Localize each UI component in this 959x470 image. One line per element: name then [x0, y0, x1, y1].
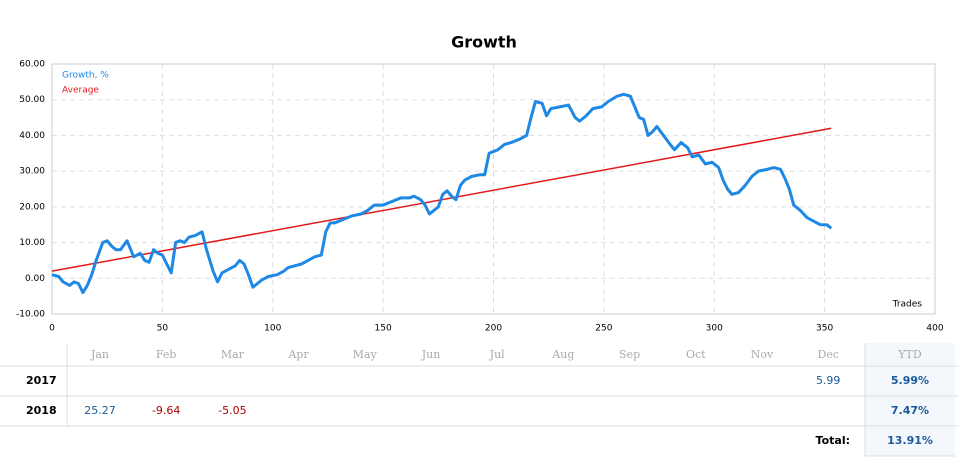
- x-tick-label: 300: [706, 324, 723, 334]
- y-tick-label: 30.00: [19, 167, 45, 177]
- column-header: YTD: [897, 348, 922, 361]
- column-header: Mar: [221, 348, 245, 361]
- ytd-value: 7.47%: [891, 404, 929, 417]
- row-year: 2018: [26, 404, 57, 417]
- legend-label: Average: [62, 86, 99, 96]
- x-tick-label: 350: [816, 324, 833, 334]
- month-value: 5.99: [816, 374, 841, 387]
- y-tick-label: -10.00: [16, 310, 45, 320]
- column-header: Oct: [686, 348, 706, 361]
- x-tick-label: 150: [375, 324, 392, 334]
- x-tick-label: 250: [595, 324, 612, 334]
- column-header: Sep: [619, 348, 640, 361]
- y-tick-label: 10.00: [19, 238, 45, 248]
- month-value: 25.27: [84, 404, 116, 417]
- month-value: -9.64: [152, 404, 180, 417]
- column-header: Feb: [156, 348, 177, 361]
- x-tick-label: 0: [49, 324, 55, 334]
- column-header: May: [353, 348, 378, 361]
- series-line: [51, 92, 833, 295]
- column-header: Jun: [421, 348, 441, 361]
- column-header: Aug: [551, 348, 574, 361]
- y-tick-label: 60.00: [19, 60, 45, 70]
- x-tick-label: 200: [485, 324, 502, 334]
- column-header: Jul: [489, 348, 505, 361]
- ytd-value: 5.99%: [891, 374, 929, 387]
- column-header: Dec: [817, 348, 839, 361]
- legend-label: Growth, %: [62, 71, 109, 81]
- x-tick-label: 400: [926, 324, 943, 334]
- total-label: Total:: [816, 434, 850, 447]
- month-value: -5.05: [218, 404, 246, 417]
- chart-title: Growth: [451, 33, 517, 52]
- y-tick-label: 50.00: [19, 95, 45, 105]
- y-tick-label: 40.00: [19, 131, 45, 141]
- total-value: 13.91%: [887, 434, 933, 447]
- x-tick-label: 50: [157, 324, 169, 334]
- row-year: 2017: [26, 374, 57, 387]
- y-tick-label: 0.00: [25, 274, 45, 284]
- x-tick-label: 100: [264, 324, 281, 334]
- total-row: [67, 426, 957, 456]
- column-header: Apr: [287, 348, 309, 361]
- column-header: Nov: [751, 348, 774, 361]
- column-header: Jan: [90, 348, 109, 361]
- ytd-column: [865, 343, 955, 456]
- x-axis-label: Trades: [892, 300, 923, 310]
- y-tick-label: 20.00: [19, 202, 45, 212]
